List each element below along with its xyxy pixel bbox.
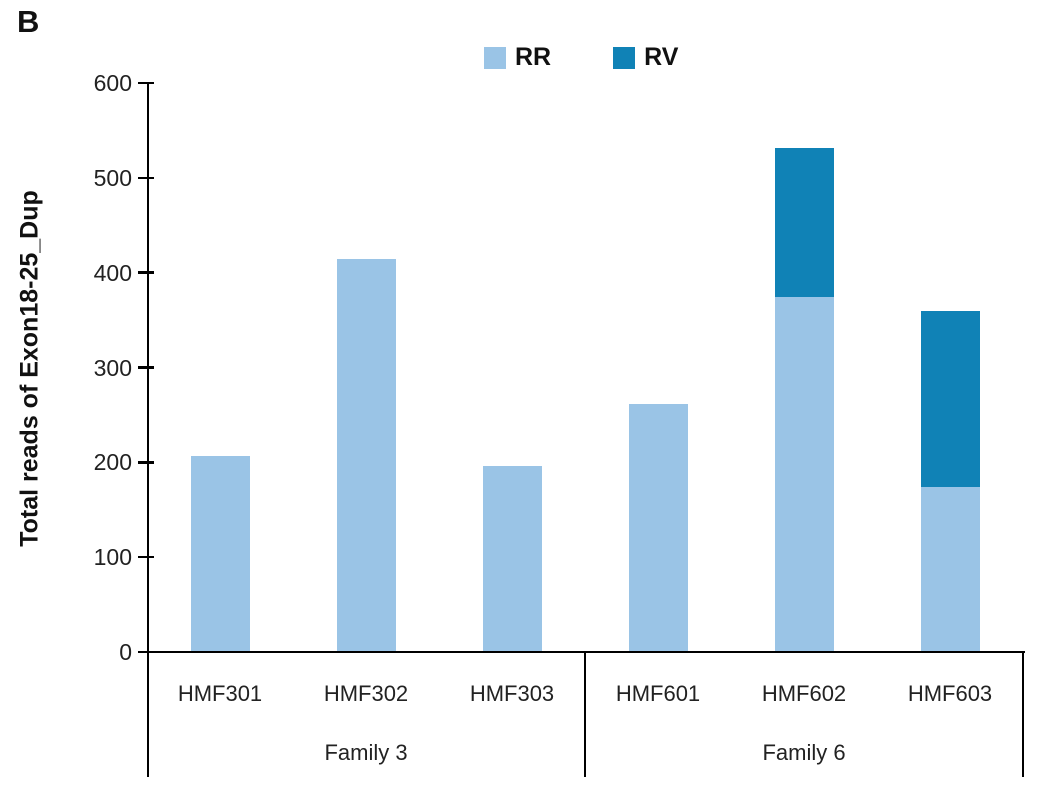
y-tick-label-500: 500 bbox=[93, 164, 132, 191]
x-category-label-HMF602: HMF602 bbox=[761, 681, 847, 706]
bar-segment-rr-HMF603 bbox=[920, 486, 980, 651]
y-tick-mark-400 bbox=[138, 271, 154, 274]
x-category-label-HMF301: HMF301 bbox=[177, 681, 263, 706]
y-axis-title: Total reads of Exon18-25_Dup bbox=[15, 190, 44, 547]
y-tick-label-100: 100 bbox=[93, 544, 132, 571]
bar-segment-rv-HMF603 bbox=[920, 311, 980, 487]
group-divider-1 bbox=[583, 652, 587, 777]
legend-swatch-rr-icon bbox=[484, 46, 506, 69]
y-tick-mark-300 bbox=[138, 366, 154, 369]
panel-label: B bbox=[17, 4, 40, 39]
bar-segment-rr-HMF301 bbox=[190, 456, 250, 651]
group-label-family-6: Family 6 bbox=[762, 740, 846, 765]
bar-segment-rr-HMF302 bbox=[336, 259, 396, 651]
x-category-label-HMF302: HMF302 bbox=[323, 681, 409, 706]
group-divider-2 bbox=[1021, 652, 1025, 777]
y-tick-label-200: 200 bbox=[93, 449, 132, 476]
y-tick-mark-100 bbox=[138, 555, 154, 559]
y-tick-mark-500 bbox=[138, 176, 154, 180]
bar-segment-rr-HMF601 bbox=[628, 404, 688, 651]
legend-swatch-rv-icon bbox=[613, 46, 636, 69]
bar-segment-rr-HMF303 bbox=[482, 465, 542, 651]
bar-segment-rv-HMF602 bbox=[774, 148, 834, 298]
legend-label-rr: RR bbox=[515, 43, 552, 71]
bar-segment-rr-HMF602 bbox=[774, 297, 834, 651]
group-label-family-3: Family 3 bbox=[324, 740, 408, 765]
x-category-label-HMF601: HMF601 bbox=[615, 681, 701, 706]
y-tick-label-0: 0 bbox=[119, 639, 132, 665]
x-category-label-HMF303: HMF303 bbox=[469, 681, 555, 706]
x-category-label-HMF603: HMF603 bbox=[907, 681, 993, 706]
y-axis-line bbox=[147, 83, 150, 777]
y-tick-mark-600 bbox=[138, 81, 154, 85]
y-tick-label-400: 400 bbox=[93, 259, 132, 286]
legend-label-rv: RV bbox=[644, 43, 679, 71]
chart-legend: RR RV bbox=[484, 45, 678, 70]
legend-item-rv: RV bbox=[613, 45, 678, 70]
y-tick-mark-200 bbox=[138, 461, 154, 464]
y-tick-label-300: 300 bbox=[93, 354, 132, 381]
y-tick-mark-0 bbox=[138, 650, 154, 654]
x-axis-line bbox=[147, 650, 1026, 654]
y-tick-label-600: 600 bbox=[93, 70, 132, 96]
legend-item-rr: RR bbox=[484, 45, 551, 70]
